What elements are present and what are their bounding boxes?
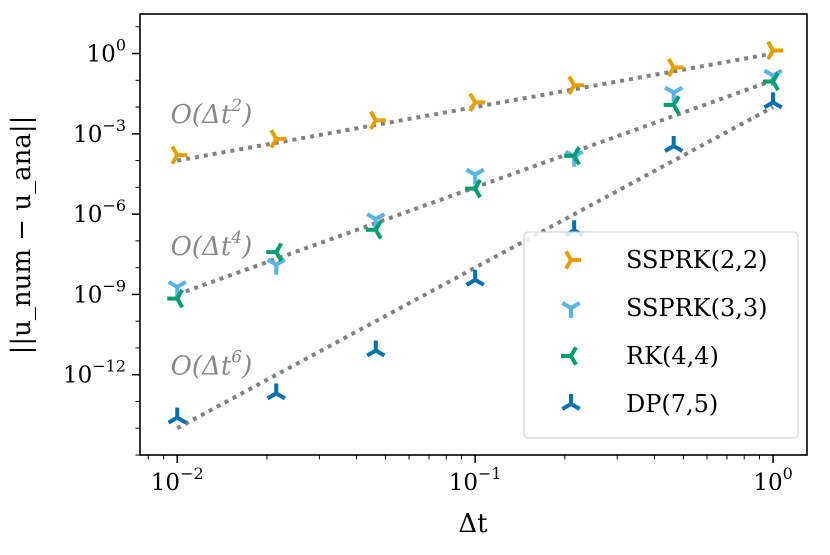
x-tick-label: 100 [753, 464, 792, 496]
legend-marker-2 [561, 346, 578, 366]
x-tick-label: 10−1 [449, 464, 502, 496]
point-rk-4-4--4 [564, 146, 581, 166]
y-tick-label: 10−9 [73, 276, 126, 308]
point-rk-4-4--1 [266, 242, 283, 262]
data-markers [167, 40, 784, 425]
order-annotation-2: O(Δt2) [171, 96, 253, 130]
y-tick-label: 10−12 [63, 357, 126, 389]
legend: SSPRK(2,2) SSPRK(3,3) RK(4,4) DP(7,5) [523, 231, 799, 439]
legend-box [523, 231, 799, 439]
y-tick-label: 100 [87, 36, 126, 68]
point-ssprk-2-2--4 [567, 75, 585, 95]
point-dp-7-5--2 [366, 340, 386, 358]
legend-label-0: SSPRK(2,2) [626, 246, 768, 274]
point-rk-4-4--5 [663, 95, 681, 115]
legend-label-3: DP(7,5) [626, 390, 718, 418]
y-axis-label: ||u_num − u_ana|| [7, 116, 37, 355]
point-rk-4-4--3 [465, 178, 482, 199]
legend-marker-3 [561, 394, 581, 411]
point-dp-7-5--5 [664, 136, 684, 153]
point-ssprk-2-2--3 [468, 92, 486, 113]
point-ssprk-2-2--5 [666, 57, 684, 78]
plot-area [139, 13, 808, 456]
y-tick-label: 10−3 [73, 116, 126, 148]
point-ssprk-2-2--1 [269, 129, 287, 149]
point-ssprk-3-3--1 [266, 257, 286, 275]
point-ssprk-2-2--0 [170, 145, 188, 165]
point-rk-4-4--2 [365, 220, 383, 240]
point-ssprk-3-3--5 [664, 85, 684, 103]
order-annotations: O(Δt2) O(Δt4) O(Δt6) [171, 96, 253, 382]
order-annotation-4: O(Δt4) [171, 228, 253, 262]
y-tick-label: 10−6 [73, 196, 126, 228]
point-rk-4-4--0 [167, 288, 184, 309]
x-axis-label: Δt [458, 509, 488, 539]
point-dp-7-5--6 [763, 92, 783, 110]
point-ssprk-3-3--3 [465, 167, 485, 185]
point-ssprk-2-2--6 [766, 40, 784, 61]
reference-line-order-2 [176, 51, 774, 163]
legend-label-1: SSPRK(3,3) [626, 294, 768, 322]
point-rk-4-4--6 [763, 71, 780, 92]
x-tick-label: 10−2 [151, 464, 204, 496]
legend-label-2: RK(4,4) [626, 342, 719, 370]
legend-marker-1 [561, 301, 581, 318]
point-ssprk-2-2--2 [369, 110, 386, 130]
point-dp-7-5--3 [465, 269, 485, 287]
axis-ticks: 10−2 10−1 100 100 10−3 10−6 10−9 10−12 [63, 26, 793, 496]
point-dp-7-5--0 [167, 407, 187, 425]
legend-marker-0 [564, 250, 581, 270]
point-dp-7-5--1 [266, 383, 286, 401]
order-annotation-6: O(Δt6) [171, 348, 253, 382]
